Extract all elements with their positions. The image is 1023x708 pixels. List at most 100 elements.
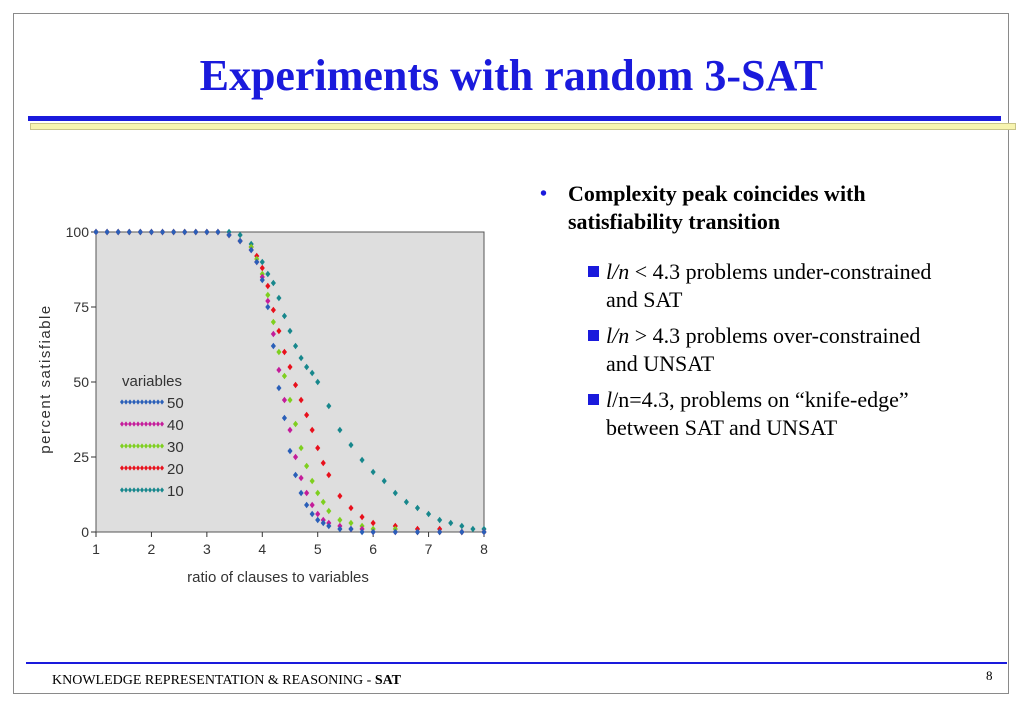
- data-point: [326, 471, 332, 479]
- data-point: [276, 294, 282, 302]
- data-point: [304, 489, 310, 497]
- legend-label: 20: [167, 461, 184, 478]
- footer: KNOWLEDGE REPRESENTATION & REASONING - S…: [52, 673, 401, 689]
- legend-swatch: [140, 465, 144, 471]
- data-point: [320, 519, 326, 527]
- data-point: [481, 528, 487, 536]
- legend-swatch: [152, 443, 156, 449]
- data-point: [304, 411, 310, 419]
- data-point: [348, 525, 354, 533]
- legend-label: 10: [167, 483, 184, 500]
- data-point: [292, 420, 299, 428]
- sub-bullet-italic: l: [606, 387, 613, 412]
- legend-swatch: [148, 399, 152, 405]
- legend-swatch: [124, 421, 128, 427]
- legend-swatch: [140, 443, 144, 449]
- x-tick-label: 7: [425, 541, 433, 557]
- bullet-dot-icon: •: [540, 183, 548, 205]
- data-point: [276, 327, 282, 335]
- legend-swatch: [148, 487, 152, 493]
- legend-swatch: [160, 465, 164, 471]
- y-tick-label: 75: [73, 299, 89, 315]
- data-point: [315, 489, 321, 497]
- legend-swatch: [156, 421, 160, 427]
- sub-bullet-text: /n=4.3, problems on “knife-edge” between…: [606, 387, 909, 440]
- data-point: [298, 489, 304, 497]
- x-tick-label: 3: [203, 541, 211, 557]
- legend-swatch: [140, 421, 144, 427]
- data-point: [287, 447, 293, 455]
- legend-swatch: [152, 465, 156, 471]
- legend-swatch: [128, 487, 132, 493]
- y-axis-label: percent satisfiable: [37, 304, 54, 453]
- legend-title: variables: [122, 373, 182, 390]
- legend-swatch: [144, 443, 148, 449]
- data-point: [287, 327, 293, 335]
- legend-swatch: [120, 399, 124, 405]
- legend-swatch: [128, 443, 132, 449]
- slide-border: [13, 13, 1009, 694]
- legend-swatch: [124, 465, 128, 471]
- data-point: [287, 396, 293, 404]
- sub-bullet: l/n=4.3, problems on “knife-edge” betwee…: [588, 386, 936, 442]
- data-point: [309, 510, 315, 518]
- legend-swatch: [156, 399, 160, 405]
- data-point: [287, 363, 293, 371]
- data-point: [337, 525, 343, 533]
- legend-swatch: [128, 399, 132, 405]
- legend-swatch: [124, 399, 128, 405]
- legend-swatch: [156, 465, 160, 471]
- legend-swatch: [156, 443, 160, 449]
- data-point: [320, 459, 326, 467]
- y-tick-label: 100: [66, 224, 90, 240]
- x-tick-label: 5: [314, 541, 322, 557]
- data-point: [370, 468, 376, 476]
- data-point: [348, 441, 354, 449]
- x-tick-label: 8: [480, 541, 488, 557]
- x-tick-label: 4: [258, 541, 266, 557]
- data-point: [137, 228, 143, 236]
- data-point: [348, 504, 354, 512]
- data-point: [298, 474, 304, 482]
- legend-swatch: [140, 399, 144, 405]
- data-point: [298, 354, 304, 362]
- data-point: [426, 510, 432, 518]
- legend-label: 40: [167, 417, 184, 434]
- data-point: [315, 444, 321, 452]
- legend-swatch: [132, 443, 136, 449]
- sub-bullet: l/n > 4.3 problems over-constrained and …: [588, 322, 936, 378]
- data-point: [359, 528, 365, 536]
- legend-swatch: [136, 465, 140, 471]
- legend-label: 50: [167, 395, 184, 412]
- data-point: [337, 492, 343, 500]
- legend-swatch: [144, 487, 148, 493]
- plot-area: [95, 231, 485, 533]
- data-point: [326, 507, 332, 515]
- data-point: [337, 516, 343, 524]
- footer-text: KNOWLEDGE REPRESENTATION & REASONING -: [52, 673, 375, 688]
- data-point: [437, 516, 443, 524]
- x-tick-label: 1: [92, 541, 100, 557]
- legend-swatch: [144, 399, 148, 405]
- legend-swatch: [128, 465, 132, 471]
- square-bullet-icon: [588, 394, 599, 405]
- legend-swatch: [136, 421, 140, 427]
- data-point: [359, 513, 365, 521]
- data-point: [270, 330, 276, 338]
- legend-swatch: [132, 487, 136, 493]
- data-point: [270, 279, 276, 287]
- legend-swatch: [132, 399, 136, 405]
- legend-swatch: [132, 421, 136, 427]
- data-point: [265, 270, 271, 278]
- legend-swatch: [120, 443, 124, 449]
- legend-swatch: [128, 421, 132, 427]
- data-point: [348, 519, 354, 527]
- sub-bullet-text: > 4.3 problems over-constrained and UNSA…: [606, 323, 921, 376]
- legend-swatch: [124, 487, 128, 493]
- legend-swatch: [160, 399, 164, 405]
- data-point: [392, 528, 398, 536]
- legend-swatch: [120, 465, 124, 471]
- footer-rule: [26, 662, 1007, 664]
- data-point: [326, 402, 332, 410]
- data-point: [259, 276, 265, 284]
